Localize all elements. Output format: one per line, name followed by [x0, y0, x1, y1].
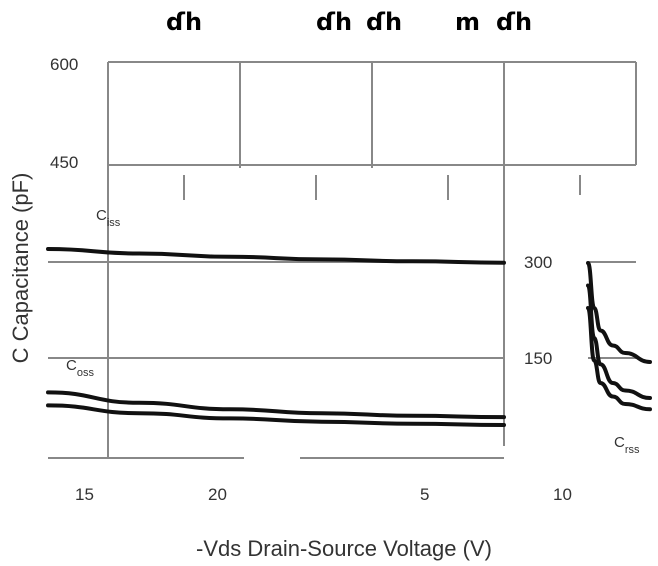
inset-curve-2 — [586, 283, 652, 400]
x-tick-label: 20 — [208, 485, 227, 504]
x-tick-label: 5 — [420, 485, 429, 504]
y-tick-label: 450 — [50, 153, 78, 172]
plot-frame — [48, 61, 637, 459]
y-axis-title: C Capacitance (pF) — [8, 173, 33, 364]
inset-curve-3 — [586, 306, 652, 412]
y-tick-labels: 600 450 300 150 — [50, 55, 552, 368]
x-tick-label: 15 — [75, 485, 94, 504]
x-axis-title: -Vds Drain-Source Voltage (V) — [196, 536, 492, 561]
y-tick-label: 600 — [50, 55, 78, 74]
x-tick-label: 10 — [553, 485, 572, 504]
series-layer — [46, 247, 652, 427]
y-tick-label: 300 — [524, 253, 552, 272]
header-label: ɗh — [166, 8, 202, 36]
header-labels: ɗh ɗh ɗh m ɗh — [166, 8, 532, 36]
ciss-curve — [46, 247, 506, 265]
crss-curve — [46, 403, 506, 427]
crss-annotation: Crss — [614, 434, 640, 456]
header-label: ɗh — [366, 8, 402, 36]
y-tick-label: 150 — [524, 349, 552, 368]
inset-curve-1 — [586, 261, 652, 364]
header-label: ɗh — [496, 8, 532, 36]
coss-annotation: Coss — [66, 357, 94, 379]
header-label: m — [455, 8, 480, 36]
ciss-annotation: Ciss — [96, 207, 121, 229]
coss-curve — [46, 390, 506, 420]
x-tick-labels: 15 20 5 10 — [75, 485, 572, 504]
header-label: ɗh — [316, 8, 352, 36]
